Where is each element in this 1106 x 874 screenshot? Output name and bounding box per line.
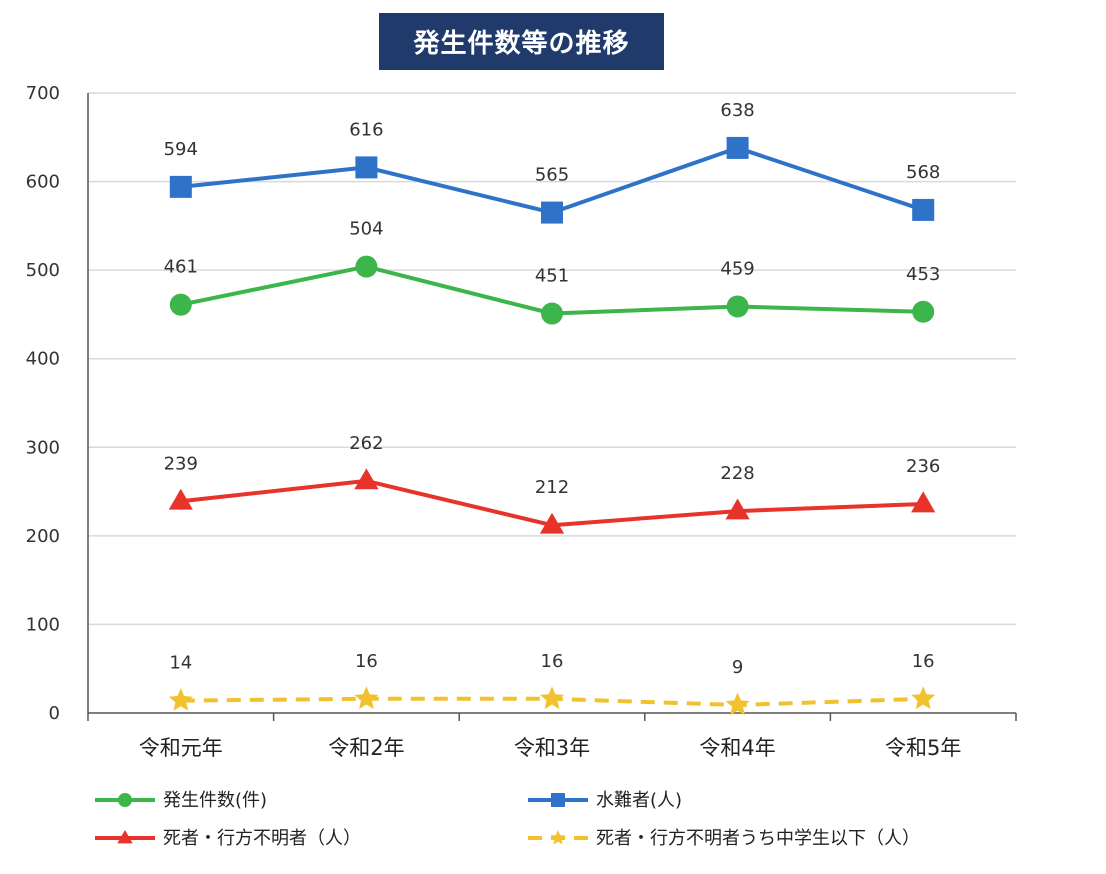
circle-marker [726, 295, 749, 318]
series-triangle [168, 468, 936, 534]
data-label: 461 [164, 257, 198, 278]
x-category-label: 令和元年 [139, 736, 223, 760]
data-label: 594 [164, 139, 198, 160]
chart-title: 発生件数等の推移 [379, 13, 664, 70]
data-label: 228 [720, 463, 754, 484]
square-marker [912, 198, 935, 221]
data-label: 504 [349, 219, 383, 240]
star-marker [911, 686, 936, 710]
data-label: 459 [720, 258, 754, 279]
data-label: 565 [535, 165, 569, 186]
y-tick-label: 200 [26, 526, 60, 547]
y-tick-label: 300 [26, 437, 60, 458]
triangle-marker [168, 488, 193, 510]
data-label: 16 [355, 651, 378, 672]
data-label: 14 [169, 653, 192, 674]
data-label: 616 [349, 119, 383, 140]
data-label: 16 [912, 651, 935, 672]
circle-marker [912, 300, 935, 323]
circle-marker [169, 293, 192, 316]
star-marker [540, 686, 564, 710]
legend-label: 発生件数(件) [163, 790, 267, 811]
legend-item: 死者・行方不明者うち中学生以下（人） [528, 828, 920, 849]
legend-item: 死者・行方不明者（人） [95, 828, 361, 849]
square-marker [541, 201, 563, 224]
y-tick-label: 100 [26, 614, 60, 635]
y-tick-label: 400 [26, 349, 60, 370]
circle-marker [541, 302, 563, 325]
legend-item: 発生件数(件) [95, 790, 267, 811]
x-category-label: 令和3年 [514, 736, 590, 760]
data-label: 9 [732, 657, 743, 678]
x-category-label: 令和4年 [699, 736, 775, 760]
y-tick-label: 700 [26, 83, 60, 104]
x-category-label: 令和5年 [885, 736, 961, 760]
square-marker [726, 136, 749, 159]
data-label: 239 [164, 453, 198, 474]
data-labels: 594 616 565 638 568 461 504 451 459 453 239 262 212 2… [164, 100, 941, 678]
triangle-marker [911, 491, 936, 513]
square-marker [355, 156, 378, 179]
triangle-marker [354, 468, 379, 490]
x-category-label: 令和2年 [328, 736, 404, 760]
y-axis-ticks: 0 100 200 300 400 500 600 700 [26, 83, 60, 724]
square-marker [551, 793, 565, 807]
data-label: 568 [906, 162, 940, 183]
data-label: 451 [535, 266, 569, 287]
y-tick-label: 0 [49, 703, 60, 724]
star-marker [550, 830, 566, 845]
square-marker [169, 175, 192, 198]
data-label: 212 [535, 477, 569, 498]
data-label: 638 [720, 100, 754, 121]
x-axis-categories: 令和元年 令和2年 令和3年 令和4年 令和5年 [139, 736, 962, 760]
data-label: 236 [906, 456, 940, 477]
triangle-marker [725, 498, 750, 520]
axes [87, 93, 1017, 721]
legend: 発生件数(件) 水難者(人) 死者・行方不明者（人） 死者・行方不明者うち中学生以下（… [95, 790, 920, 849]
circle-marker [355, 255, 378, 278]
data-label: 16 [541, 651, 564, 672]
data-label: 453 [906, 264, 940, 285]
y-tick-label: 600 [26, 172, 60, 193]
star-marker [354, 686, 379, 710]
y-tick-label: 500 [26, 260, 60, 281]
star-marker [168, 688, 193, 711]
legend-item: 水難者(人) [528, 790, 682, 811]
series-circle [169, 255, 935, 325]
legend-label: 死者・行方不明者（人） [163, 828, 361, 849]
circle-marker [118, 793, 132, 807]
star-marker [725, 692, 750, 716]
series-star [168, 686, 936, 716]
triangle-marker [117, 830, 133, 844]
data-label: 262 [349, 433, 383, 454]
triangle-marker [539, 512, 565, 534]
series-group [168, 136, 936, 716]
series-square [169, 136, 935, 224]
legend-label: 水難者(人) [596, 790, 682, 811]
legend-label: 死者・行方不明者うち中学生以下（人） [596, 828, 920, 849]
